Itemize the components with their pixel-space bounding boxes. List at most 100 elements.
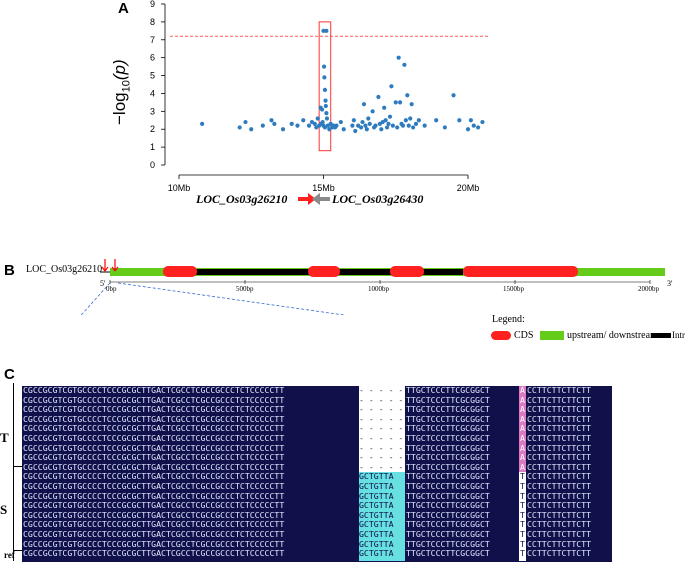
arrow-right-red-icon <box>298 193 316 205</box>
insertion-seq: GCTGTTA <box>359 520 405 533</box>
x-tick-label: 20Mb <box>457 183 480 193</box>
snp-base: T <box>519 530 526 542</box>
insertion-seq: GCTGTTA <box>359 491 405 504</box>
data-point <box>324 116 330 121</box>
data-point <box>465 127 471 132</box>
seq-right: CCTTCTTCTTCTT <box>527 443 592 453</box>
insertion-seq: GCTGTTA <box>359 482 405 494</box>
seq-mid: TTGCTCCCTTCGCGGCT <box>406 453 490 463</box>
data-point <box>408 116 413 121</box>
data-point <box>353 128 358 134</box>
data-point <box>269 118 274 123</box>
data-point <box>358 125 364 130</box>
seq-left: CGCCGCGTCGTGCCCCTCCCGCGCTTGACTCGCCTCGCCG… <box>23 539 285 549</box>
arrow-left-gray-icon <box>312 193 330 205</box>
highlight-box <box>318 21 332 152</box>
data-point <box>324 28 329 33</box>
snp-base: A <box>519 434 526 446</box>
data-point <box>363 123 368 128</box>
data-point <box>321 28 326 33</box>
data-point <box>434 118 439 123</box>
data-point <box>323 103 328 109</box>
snp-base: A <box>519 424 526 437</box>
data-point <box>373 123 378 128</box>
seq-right: CCTTCTTCTTCTT <box>527 414 592 424</box>
data-point <box>272 121 277 126</box>
insertion-seq: GCTGTTA <box>359 472 405 485</box>
data-point <box>370 109 375 114</box>
data-point <box>341 127 346 132</box>
data-point <box>321 64 327 69</box>
cds-exon-4 <box>463 266 578 277</box>
seq-left: CGCCGCGTCGTGCCCCTCCCGCGCTTGACTCGCCTCGCCG… <box>23 491 285 501</box>
seq-right: CCTTCTTCTTCTT <box>527 453 592 463</box>
seq-mid: TTGCTCCCTTCGCGGCT <box>406 443 490 453</box>
gap-seq: - - - - - - - - <box>359 414 405 427</box>
legend-intron-label: Intron <box>672 330 685 340</box>
data-point <box>376 94 381 100</box>
data-point <box>322 87 328 92</box>
legend-title: Legend: <box>492 314 525 325</box>
data-point <box>249 127 254 132</box>
x-tick-label: 15Mb <box>312 183 335 193</box>
data-point <box>416 118 421 123</box>
data-point <box>406 123 411 128</box>
data-point <box>422 123 427 128</box>
seq-mid: TTGCTCCCTTCGCGGCT <box>406 405 490 415</box>
data-point <box>457 118 462 123</box>
snp-base: A <box>519 414 526 427</box>
data-point <box>351 118 356 123</box>
legend-cds-label: CDS <box>514 330 534 341</box>
data-point <box>386 121 391 126</box>
gene-right-label: LOC_Os03g26430 <box>332 192 424 206</box>
group-s-label: S <box>0 502 8 517</box>
data-point <box>382 105 387 110</box>
data-point <box>260 123 265 128</box>
snp-base: A <box>519 443 526 456</box>
seq-mid: TTGCTCCCTTCGCGGCT <box>406 395 490 405</box>
data-point <box>395 125 400 130</box>
data-point <box>315 116 320 121</box>
y-tick-label: 3 <box>150 106 155 116</box>
seq-mid: TTGCTCCCTTCGCGGCT <box>406 386 490 395</box>
snp-base: T <box>519 501 526 514</box>
seq-left: CGCCGCGTCGTGCCCCTCCCGCGCTTGACTCGCCTCGCCG… <box>23 472 285 482</box>
seq-mid: TTGCTCCCTTCGCGGCT <box>406 549 490 559</box>
zoom-line-left <box>80 282 111 315</box>
snp-base: A <box>519 386 526 398</box>
gap-seq: - - - - - - - - <box>359 395 405 408</box>
snp-base: T <box>519 520 526 533</box>
scale-tick-0: 0bp <box>106 285 117 293</box>
zoom-line-right <box>117 282 347 315</box>
variant-marker-icon <box>101 259 119 272</box>
scale-tick-500: 500bp <box>236 285 254 293</box>
y-tick-label: 2 <box>150 124 155 134</box>
panel-a-label: A <box>118 0 129 17</box>
group-divider-1 <box>13 466 22 467</box>
data-point <box>295 123 300 128</box>
legend-utr-swatch <box>540 331 564 340</box>
legend-intron-swatch <box>651 333 671 338</box>
seq-left: CGCCGCGTCGTGCCCCTCCCGCGCTTGACTCGCCTCGCCG… <box>23 453 285 463</box>
insertion-seq: GCTGTTA <box>359 501 405 514</box>
data-point <box>243 119 248 125</box>
seq-left: CGCCGCGTCGTGCCCCTCCCGCGCTTGACTCGCCTCGCCG… <box>23 501 285 511</box>
data-point <box>323 98 328 103</box>
data-point <box>471 123 476 128</box>
data-point <box>468 118 473 123</box>
seq-right: CCTTCTTCTTCTT <box>527 549 592 559</box>
snp-base: T <box>519 510 526 523</box>
seq-left: CGCCGCGTCGTGCCCCTCCCGCGCTTGACTCGCCTCGCCG… <box>23 443 285 453</box>
group-t-label: T <box>0 430 9 445</box>
group-bracket <box>13 383 14 561</box>
seq-mid: TTGCTCCCTTCGCGGCT <box>406 539 490 549</box>
data-point <box>390 123 395 128</box>
data-point <box>403 118 408 123</box>
gene-structure-label: LOC_Os03g26210 <box>26 264 103 275</box>
data-point <box>379 127 384 132</box>
seq-right: CCTTCTTCTTCTT <box>527 520 592 530</box>
data-point <box>322 75 327 80</box>
scale-tick-1500: 1500bp <box>503 285 524 293</box>
seq-left: CGCCGCGTCGTGCCCCTCCCGCGCTTGACTCGCCTCGCCG… <box>23 395 285 405</box>
scale-tick-1000: 1000bp <box>368 285 389 293</box>
